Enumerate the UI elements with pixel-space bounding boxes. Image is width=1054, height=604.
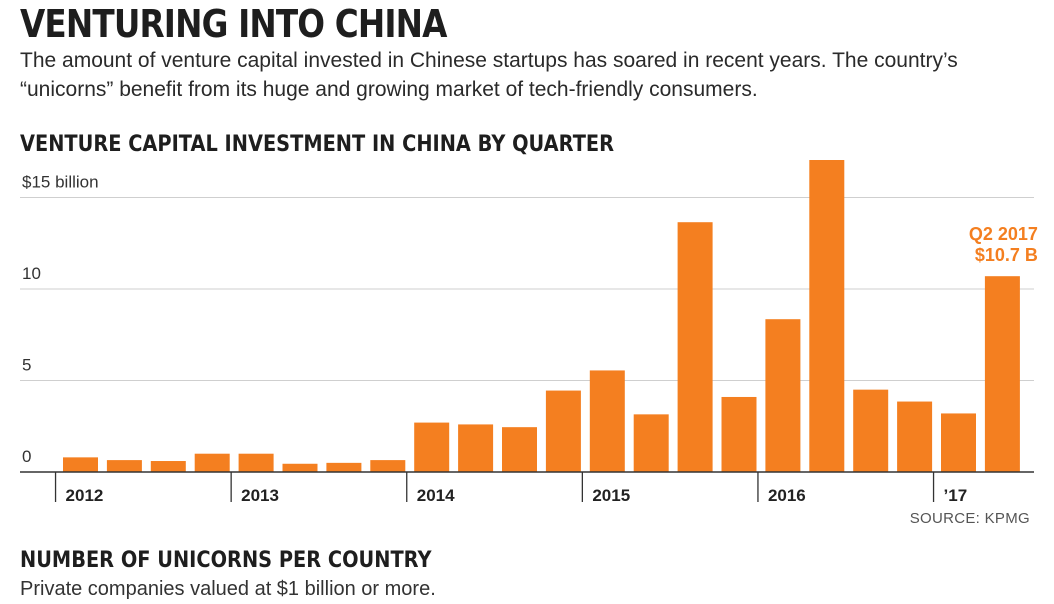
x-tick-label: 2014 (417, 486, 455, 505)
bar (63, 457, 98, 472)
bar (589, 370, 625, 472)
bar (194, 453, 230, 472)
bar (458, 424, 494, 472)
annotation-value: $10.7 B (975, 245, 1038, 265)
unicorns-subtitle: Private companies valued at $1 billion o… (20, 578, 436, 600)
vc-investment-chart: 0 5 10 $15 billion 2012 2013 2014 2015 2016 ’17 Q2… (20, 160, 1038, 505)
bar (150, 461, 186, 472)
x-tick-label: 2016 (768, 486, 806, 505)
x-tick-label: 2015 (592, 486, 630, 505)
bar (238, 453, 274, 472)
bar (282, 463, 318, 472)
unicorns-title: NUMBER OF UNICORNS PER COUNTRY (20, 548, 432, 573)
bar (370, 460, 406, 472)
source-note: SOURCE: KPMG (909, 510, 1030, 527)
headline: VENTURING INTO CHINA (20, 2, 447, 46)
bar (502, 427, 537, 472)
x-tick-label: 2013 (241, 486, 279, 505)
bar (765, 319, 801, 472)
x-tick-label: ’17 (944, 486, 968, 505)
bar (414, 422, 450, 472)
y-tick-label: 10 (22, 264, 41, 283)
bar (326, 462, 362, 472)
y-tick-label: 0 (22, 447, 31, 466)
x-tick-label: 2012 (66, 486, 104, 505)
bar (106, 460, 142, 472)
y-tick-label: $15 billion (22, 173, 99, 192)
bar (897, 401, 933, 472)
bar (809, 160, 845, 472)
y-tick-label: 5 (22, 356, 31, 375)
bar (677, 222, 713, 472)
bar (941, 413, 976, 472)
chart-title: VENTURE CAPITAL INVESTMENT IN CHINA BY Q… (20, 132, 615, 157)
dek: The amount of venture capital invested i… (20, 49, 958, 101)
annotation-period: Q2 2017 (969, 224, 1038, 244)
bar (853, 389, 889, 472)
bar (633, 414, 669, 472)
bar (984, 276, 1020, 472)
bar (721, 396, 757, 472)
bar (545, 390, 581, 472)
